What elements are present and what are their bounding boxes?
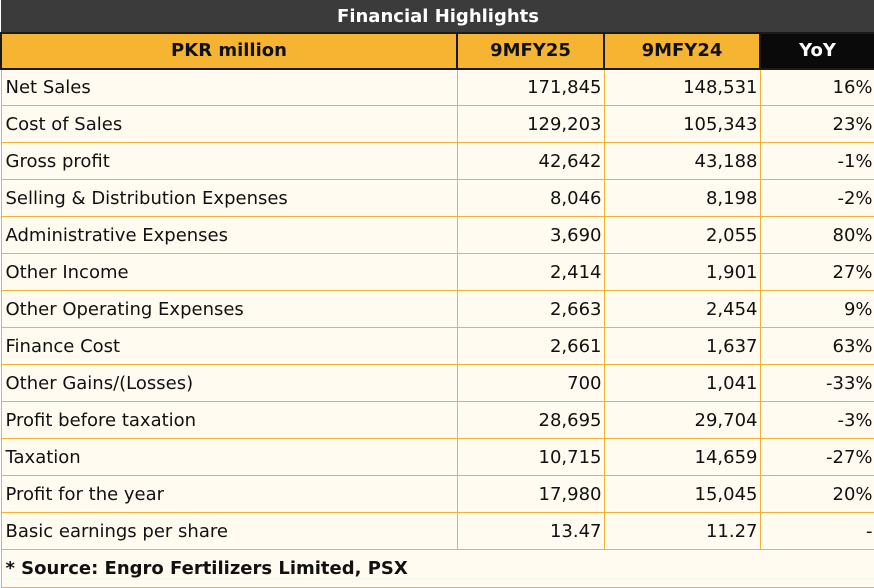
- value-yoy: -: [759, 512, 874, 550]
- value-9mfy25: 42,642: [456, 142, 605, 180]
- source-note: * Source: Engro Fertilizers Limited, PSX: [0, 549, 874, 588]
- value-9mfy25: 13.47: [456, 512, 605, 550]
- table-row: Gross profit 42,642 43,188 -1%: [0, 142, 874, 180]
- table-title-row: Financial Highlights: [0, 0, 874, 33]
- value-9mfy25: 10,715: [456, 438, 605, 476]
- table-row: Profit for the year 17,980 15,045 20%: [0, 475, 874, 513]
- value-9mfy25: 2,661: [456, 327, 605, 365]
- value-9mfy25: 3,690: [456, 216, 605, 254]
- value-9mfy24: 43,188: [603, 142, 761, 180]
- value-yoy: 63%: [759, 327, 874, 365]
- value-9mfy25: 700: [456, 364, 605, 402]
- value-9mfy25: 171,845: [456, 68, 605, 106]
- value-9mfy24: 105,343: [603, 105, 761, 143]
- table-row: Other Income 2,414 1,901 27%: [0, 253, 874, 291]
- value-9mfy24: 2,454: [603, 290, 761, 328]
- header-9mfy24: 9MFY24: [603, 31, 761, 70]
- row-label: Other Gains/(Losses): [0, 364, 458, 402]
- value-9mfy24: 1,041: [603, 364, 761, 402]
- value-9mfy24: 1,901: [603, 253, 761, 291]
- value-yoy: 16%: [759, 68, 874, 106]
- table-row: Cost of Sales 129,203 105,343 23%: [0, 105, 874, 143]
- value-9mfy24: 8,198: [603, 179, 761, 217]
- value-9mfy24: 15,045: [603, 475, 761, 513]
- value-9mfy24: 1,637: [603, 327, 761, 365]
- table-row: Other Gains/(Losses) 700 1,041 -33%: [0, 364, 874, 402]
- value-yoy: -3%: [759, 401, 874, 439]
- value-9mfy24: 29,704: [603, 401, 761, 439]
- row-label: Profit before taxation: [0, 401, 458, 439]
- value-9mfy25: 28,695: [456, 401, 605, 439]
- row-label: Taxation: [0, 438, 458, 476]
- value-9mfy25: 8,046: [456, 179, 605, 217]
- table-header-row: PKR million 9MFY25 9MFY24 YoY: [0, 31, 874, 70]
- value-yoy: 23%: [759, 105, 874, 143]
- table-row: Net Sales 171,845 148,531 16%: [0, 68, 874, 106]
- value-yoy: -33%: [759, 364, 874, 402]
- row-label: Other Income: [0, 253, 458, 291]
- table-row: Selling & Distribution Expenses 8,046 8,19…: [0, 179, 874, 217]
- row-label: Basic earnings per share: [0, 512, 458, 550]
- table-row: Finance Cost 2,661 1,637 63%: [0, 327, 874, 365]
- value-9mfy25: 129,203: [456, 105, 605, 143]
- row-label: Other Operating Expenses: [0, 290, 458, 328]
- value-9mfy24: 11.27: [603, 512, 761, 550]
- header-pkr-million: PKR million: [0, 31, 458, 70]
- row-label: Net Sales: [0, 68, 458, 106]
- value-yoy: 80%: [759, 216, 874, 254]
- value-yoy: -1%: [759, 142, 874, 180]
- value-9mfy25: 2,663: [456, 290, 605, 328]
- row-label: Profit for the year: [0, 475, 458, 513]
- row-label: Administrative Expenses: [0, 216, 458, 254]
- table-row: Administrative Expenses 3,690 2,055 80%: [0, 216, 874, 254]
- row-label: Selling & Distribution Expenses: [0, 179, 458, 217]
- header-9mfy25: 9MFY25: [456, 31, 605, 70]
- value-9mfy25: 17,980: [456, 475, 605, 513]
- row-label: Cost of Sales: [0, 105, 458, 143]
- table-row: Basic earnings per share 13.47 11.27-: [0, 512, 874, 550]
- table-row: Profit before taxation 28,695 29,704 -3%: [0, 401, 874, 439]
- value-9mfy24: 2,055: [603, 216, 761, 254]
- value-yoy: 27%: [759, 253, 874, 291]
- table-row: Taxation 10,715 14,659 -27%: [0, 438, 874, 476]
- value-9mfy24: 148,531: [603, 68, 761, 106]
- value-yoy: -2%: [759, 179, 874, 217]
- table-title: Financial Highlights: [0, 0, 874, 33]
- value-yoy: -27%: [759, 438, 874, 476]
- value-yoy: 9%: [759, 290, 874, 328]
- row-label: Finance Cost: [0, 327, 458, 365]
- value-9mfy24: 14,659: [603, 438, 761, 476]
- row-label: Gross profit: [0, 142, 458, 180]
- table-row: Other Operating Expenses 2,663 2,454 9%: [0, 290, 874, 328]
- source-row: * Source: Engro Fertilizers Limited, PSX: [0, 549, 874, 588]
- header-yoy: YoY: [758, 31, 874, 70]
- value-9mfy25: 2,414: [456, 253, 605, 291]
- value-yoy: 20%: [759, 475, 874, 513]
